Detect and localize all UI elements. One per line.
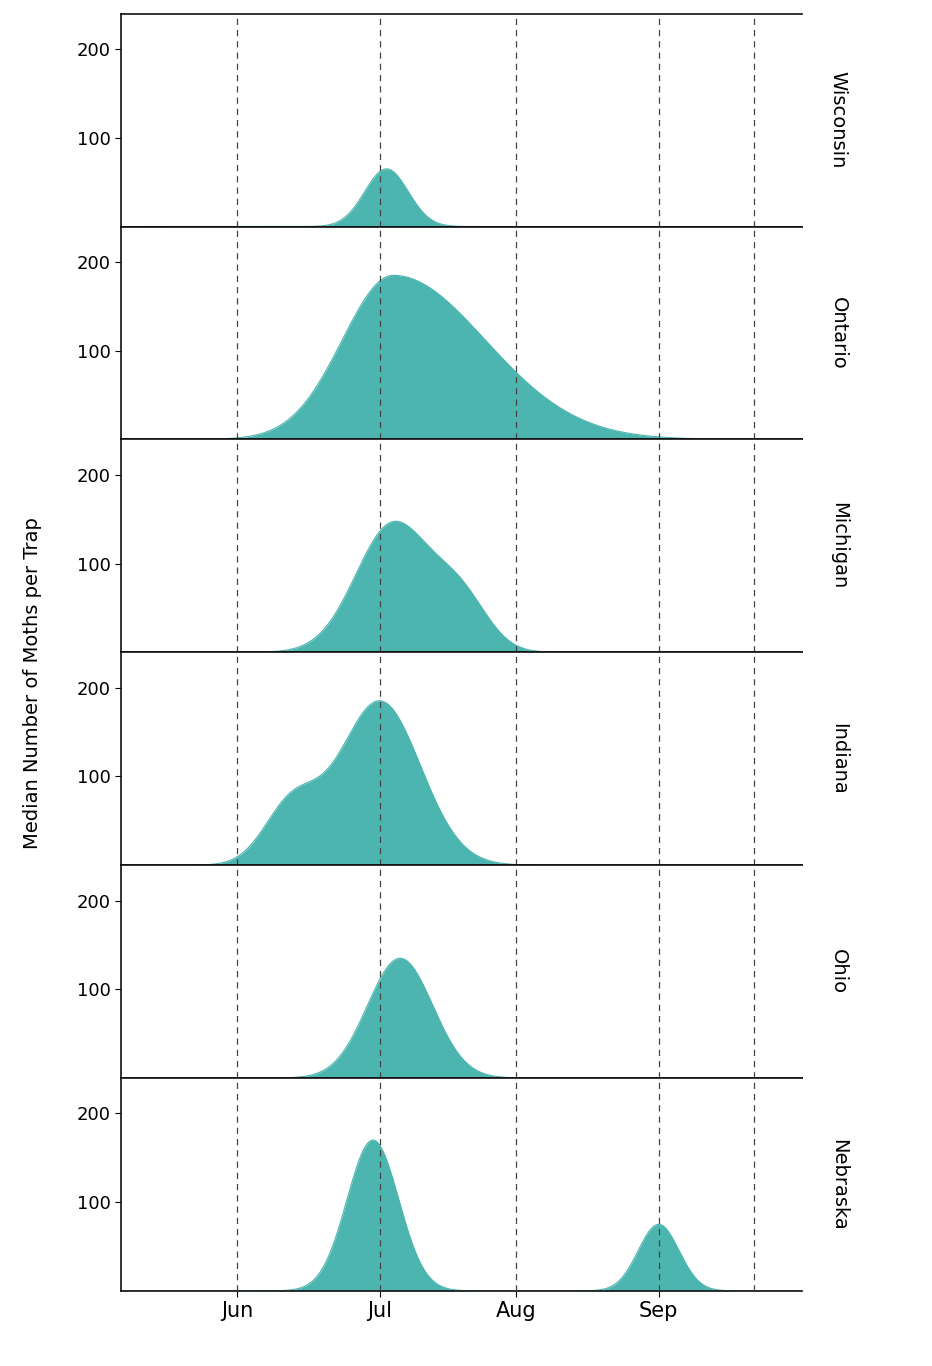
Text: Ohio: Ohio — [829, 949, 848, 994]
Text: Michigan: Michigan — [829, 503, 848, 590]
Text: Ontario: Ontario — [829, 296, 848, 369]
Text: Median Number of Moths per Trap: Median Number of Moths per Trap — [23, 518, 42, 848]
Text: Indiana: Indiana — [829, 723, 848, 795]
Text: Nebraska: Nebraska — [829, 1138, 848, 1231]
Text: Wisconsin: Wisconsin — [829, 71, 848, 169]
